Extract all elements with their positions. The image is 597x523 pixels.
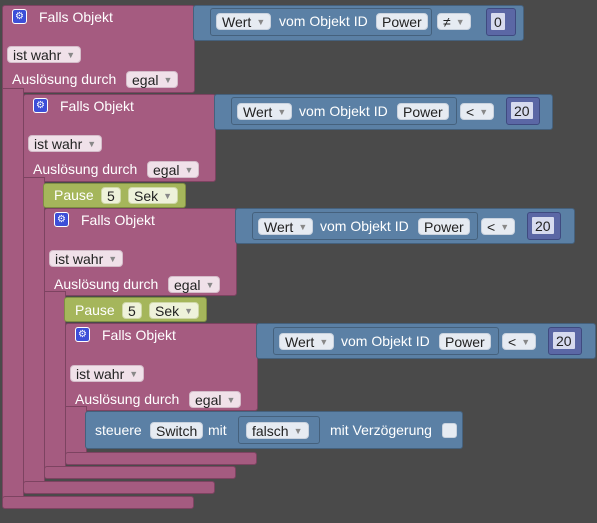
chevron-down-icon: ▼	[184, 165, 194, 175]
pause-unit-dropdown[interactable]: Sek ▼	[149, 302, 200, 319]
if-object-block-4-spine	[65, 406, 87, 456]
chevron-down-icon: ▼	[293, 426, 303, 436]
object-id-field[interactable]: Power	[439, 333, 491, 350]
number-value[interactable]: 20	[510, 101, 534, 120]
chevron-down-icon: ▼	[87, 139, 97, 149]
chevron-down-icon: ▼	[108, 254, 118, 264]
condition-dropdown[interactable]: ist wahr ▼	[28, 135, 103, 152]
chevron-down-icon: ▼	[129, 369, 139, 379]
chevron-down-icon: ▼	[298, 222, 308, 232]
condition-dropdown[interactable]: ist wahr ▼	[70, 365, 145, 382]
chevron-down-icon: ▼	[500, 222, 510, 232]
control-target-field[interactable]: Switch	[150, 422, 204, 439]
operator-dropdown[interactable]: ≠ ▼	[437, 13, 471, 30]
if-object-block-3-spine	[44, 291, 66, 471]
value-dropdown[interactable]: Wert ▼	[279, 333, 335, 350]
delay-checkbox[interactable]	[442, 423, 457, 438]
trigger-dropdown[interactable]: egal ▼	[126, 71, 179, 88]
pause-amount-field[interactable]: 5	[101, 187, 121, 204]
chevron-down-icon: ▼	[277, 107, 287, 117]
operator-dropdown[interactable]: < ▼	[460, 103, 495, 120]
trigger-label: Auslösung durch	[54, 276, 159, 292]
from-object-id-label: vom Objekt ID	[341, 333, 430, 349]
chevron-down-icon: ▼	[184, 306, 194, 316]
condition-dropdown[interactable]: ist wahr ▼	[49, 250, 124, 267]
object-id-field[interactable]: Power	[397, 103, 449, 120]
trigger-label: Auslösung durch	[12, 71, 117, 87]
chevron-down-icon: ▼	[479, 107, 489, 117]
chevron-down-icon: ▼	[163, 191, 173, 201]
gear-icon[interactable]: ⚙	[33, 98, 48, 113]
trigger-label: Auslösung durch	[75, 391, 180, 407]
control-label: steuere	[95, 422, 142, 438]
gear-icon[interactable]: ⚙	[75, 327, 90, 342]
chevron-down-icon: ▼	[226, 395, 236, 405]
pause-unit-dropdown[interactable]: Sek ▼	[128, 187, 179, 204]
if-label: Falls Objekt	[60, 98, 134, 114]
pause-label: Pause	[75, 302, 115, 318]
value-dropdown[interactable]: Wert ▼	[258, 218, 314, 235]
from-object-id-label: vom Objekt ID	[299, 103, 388, 119]
operator-dropdown[interactable]: < ▼	[502, 333, 537, 350]
if-object-block-2-footer	[23, 481, 215, 494]
if-object-block-1-footer	[2, 496, 194, 509]
from-object-id-label: vom Objekt ID	[320, 218, 409, 234]
delay-label: mit Verzögerung	[330, 422, 432, 438]
gear-icon[interactable]: ⚙	[54, 212, 69, 227]
chevron-down-icon: ▼	[66, 50, 76, 60]
if-object-block-2-spine	[23, 177, 45, 485]
number-value[interactable]: 0	[490, 12, 506, 31]
condition-dropdown[interactable]: ist wahr ▼	[7, 46, 82, 63]
object-id-field[interactable]: Power	[376, 13, 428, 30]
value-dropdown[interactable]: Wert ▼	[237, 103, 293, 120]
value-dropdown[interactable]: Wert ▼	[216, 13, 272, 30]
pause-label: Pause	[54, 187, 94, 203]
operator-dropdown[interactable]: < ▼	[481, 218, 516, 235]
chevron-down-icon: ▼	[319, 337, 329, 347]
number-value[interactable]: 20	[552, 331, 576, 350]
chevron-down-icon: ▼	[163, 75, 173, 85]
if-object-block-1-spine	[2, 88, 24, 498]
trigger-dropdown[interactable]: egal ▼	[147, 161, 200, 178]
pause-amount-field[interactable]: 5	[122, 302, 142, 319]
with-label: mit	[208, 422, 227, 438]
gear-icon[interactable]: ⚙	[12, 9, 27, 24]
if-label: Falls Objekt	[81, 212, 155, 228]
boolean-value-dropdown[interactable]: falsch ▼	[246, 422, 309, 439]
if-label: Falls Objekt	[102, 327, 176, 343]
trigger-label: Auslösung durch	[33, 161, 138, 177]
from-object-id-label: vom Objekt ID	[279, 13, 368, 29]
chevron-down-icon: ▼	[205, 280, 215, 290]
trigger-dropdown[interactable]: egal ▼	[189, 391, 242, 408]
chevron-down-icon: ▼	[256, 17, 266, 27]
number-value[interactable]: 20	[531, 216, 555, 235]
chevron-down-icon: ▼	[455, 17, 465, 27]
chevron-down-icon: ▼	[521, 337, 531, 347]
if-label: Falls Objekt	[39, 9, 113, 25]
if-object-block-4-footer	[65, 452, 257, 465]
trigger-dropdown[interactable]: egal ▼	[168, 276, 221, 293]
if-object-block-3-footer	[44, 466, 236, 479]
object-id-field[interactable]: Power	[418, 218, 470, 235]
